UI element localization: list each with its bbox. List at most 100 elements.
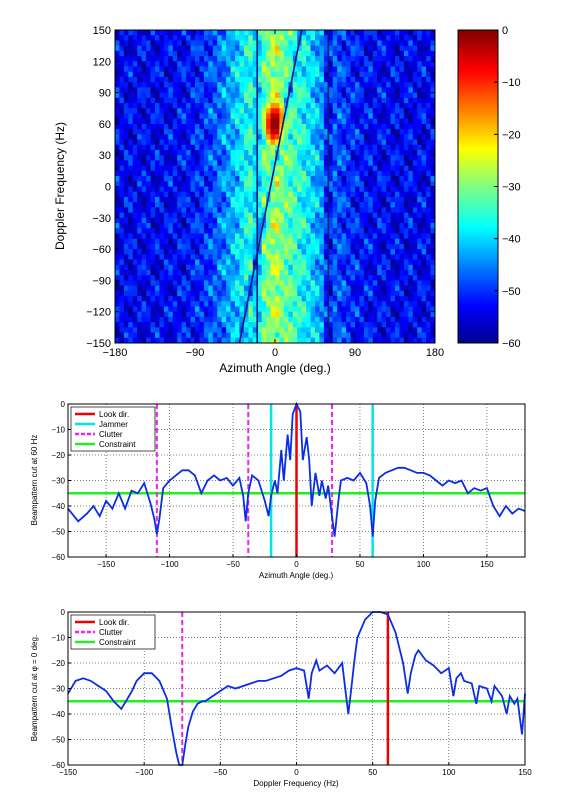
heatmap-cell bbox=[310, 118, 316, 125]
heatmap-cell bbox=[319, 129, 325, 135]
heatmap-cell bbox=[221, 280, 227, 287]
heatmap-cell bbox=[172, 92, 178, 99]
heatmap-cell bbox=[172, 35, 178, 41]
heatmap-cell bbox=[150, 212, 156, 219]
heatmap-cell bbox=[172, 311, 178, 318]
heatmap-cell bbox=[203, 113, 209, 120]
c1-legend-item: Constraint bbox=[99, 440, 136, 449]
heatmap-cell bbox=[177, 61, 183, 67]
heatmap-cell bbox=[155, 160, 160, 167]
heatmap-cell bbox=[283, 290, 289, 297]
heatmap-cell bbox=[386, 30, 391, 36]
heatmap-cell bbox=[243, 170, 249, 177]
heatmap-cell bbox=[288, 76, 294, 83]
heatmap-cell bbox=[323, 322, 329, 328]
heatmap-cell bbox=[195, 160, 200, 167]
heatmap-cell bbox=[377, 311, 383, 318]
heatmap-cell bbox=[226, 71, 231, 78]
heatmap-cell bbox=[363, 56, 369, 62]
heatmap-cell bbox=[137, 228, 143, 234]
heatmap-cell bbox=[168, 259, 174, 266]
heatmap-cell bbox=[128, 228, 134, 234]
heatmap-cell bbox=[288, 181, 294, 187]
heatmap-cell bbox=[297, 113, 303, 120]
heatmap-cell bbox=[297, 301, 303, 307]
heatmap-cell bbox=[399, 238, 405, 245]
heatmap-cell bbox=[186, 269, 191, 276]
heatmap-cell bbox=[403, 144, 409, 151]
heatmap-cell bbox=[355, 71, 360, 78]
heatmap-cell bbox=[159, 280, 165, 287]
heatmap-cell bbox=[172, 202, 178, 208]
heatmap-cell bbox=[395, 129, 400, 135]
heatmap-cell bbox=[159, 202, 165, 208]
heatmap-cell bbox=[181, 113, 187, 120]
heatmap-cell bbox=[372, 186, 378, 193]
heatmap-cell bbox=[261, 285, 267, 292]
heatmap-cell bbox=[132, 87, 138, 93]
heatmap-cell bbox=[390, 103, 396, 109]
heatmap-cell bbox=[141, 103, 147, 109]
heatmap-cell bbox=[306, 311, 311, 318]
heatmap-cell bbox=[288, 66, 294, 73]
heatmap-cell bbox=[408, 118, 414, 125]
heatmap-cell bbox=[208, 118, 214, 125]
heatmap-cell bbox=[310, 66, 316, 73]
heatmap-cell bbox=[355, 50, 360, 57]
heatmap-cell bbox=[288, 103, 294, 109]
heatmap-cell bbox=[283, 45, 289, 52]
heatmap-cell bbox=[288, 306, 294, 313]
heatmap-cell bbox=[146, 66, 151, 73]
heatmap-cell bbox=[310, 40, 316, 47]
heatmap-cell bbox=[372, 249, 378, 255]
heatmap-cell bbox=[195, 207, 200, 213]
heatmap-cell bbox=[346, 181, 351, 187]
heatmap-cell bbox=[306, 280, 311, 287]
heatmap-cell bbox=[363, 280, 369, 287]
heatmap-cell bbox=[403, 259, 409, 266]
heatmap-cell bbox=[186, 76, 191, 83]
heatmap-cell bbox=[159, 306, 165, 313]
heatmap-cell bbox=[190, 45, 196, 52]
heatmap-cell bbox=[203, 249, 209, 255]
heatmap-cell bbox=[363, 45, 369, 52]
heatmap-cell bbox=[430, 238, 435, 245]
heatmap-cell bbox=[337, 280, 343, 287]
heatmap-cell bbox=[301, 332, 307, 339]
heatmap-cell bbox=[408, 160, 414, 167]
heatmap-cell bbox=[203, 61, 209, 67]
heatmap-cell bbox=[235, 243, 240, 250]
heatmap-cell bbox=[310, 306, 316, 313]
heatmap-cell bbox=[199, 139, 205, 146]
heatmap-cell bbox=[243, 233, 249, 240]
heatmap-cell bbox=[190, 134, 196, 140]
heatmap-cell bbox=[163, 228, 169, 234]
heatmap-cell bbox=[421, 186, 427, 193]
heatmap-cell bbox=[177, 285, 183, 292]
heatmap-cell bbox=[115, 275, 120, 281]
heatmap-cell bbox=[235, 176, 240, 182]
heatmap-cell bbox=[221, 217, 227, 224]
heatmap-cell bbox=[195, 129, 200, 135]
heatmap-cell bbox=[341, 296, 347, 302]
heatmap-cell bbox=[230, 134, 236, 140]
heatmap-cell bbox=[243, 66, 249, 73]
heatmap-cell bbox=[381, 223, 387, 229]
heatmap-cell bbox=[275, 202, 280, 208]
heatmap-cell bbox=[128, 30, 134, 36]
heatmap-cell bbox=[212, 285, 218, 292]
heatmap-cell bbox=[421, 113, 427, 120]
heatmap-cell bbox=[323, 275, 329, 281]
heatmap-cell bbox=[123, 103, 129, 109]
heatmap-cell bbox=[150, 280, 156, 287]
heatmap-cell bbox=[355, 113, 360, 120]
heatmap-cell bbox=[195, 311, 200, 318]
heatmap-cell bbox=[208, 50, 214, 57]
heatmap-cell bbox=[403, 165, 409, 172]
heatmap-cell bbox=[377, 103, 383, 109]
heatmap-cell bbox=[132, 264, 138, 271]
heatmap-cell bbox=[199, 290, 205, 297]
heatmap-cell bbox=[115, 223, 120, 229]
heatmap-cell bbox=[181, 108, 187, 114]
heatmap-cell bbox=[328, 202, 334, 208]
